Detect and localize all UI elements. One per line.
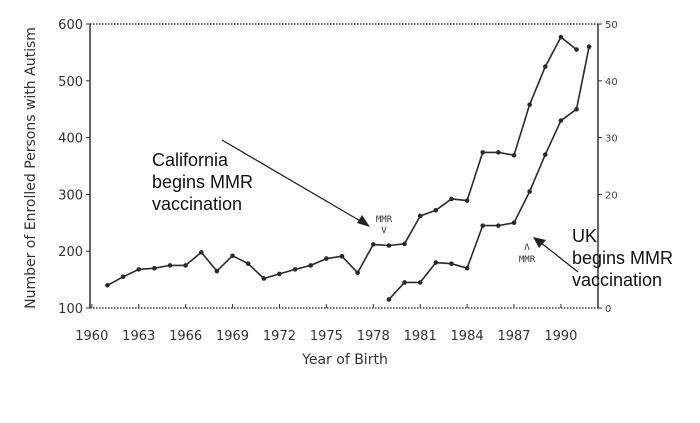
x-tick-label: 1981 (404, 329, 437, 344)
data-point (245, 261, 251, 266)
y-axis-title: Number of Enrolled Persons with Autism (23, 27, 39, 309)
data-point (449, 196, 454, 202)
data-point (214, 268, 220, 274)
y-tick-label: 200 (58, 245, 83, 260)
data-point (574, 47, 579, 52)
data-point (370, 242, 376, 247)
data-point (417, 213, 423, 219)
data-point (402, 280, 407, 285)
y-tick-label: 600 (58, 18, 83, 33)
data-point (542, 64, 548, 69)
annotation-uk-line: UK (572, 226, 597, 246)
mmr-marker-uk-symbol: Λ (524, 243, 530, 253)
data-point (120, 274, 126, 280)
data-point (511, 152, 517, 158)
data-point (433, 260, 439, 265)
data-point (480, 150, 486, 155)
plot-frame (89, 23, 599, 309)
x-tick-label: 1990 (544, 329, 577, 344)
data-point (355, 270, 360, 276)
series-line-2 (388, 46, 590, 301)
data-point (558, 34, 564, 40)
data-point (402, 241, 407, 247)
mmr-marker-california-label: MMR (376, 215, 393, 225)
data-point (464, 198, 470, 203)
y-tick-label: 100 (58, 302, 83, 317)
annotation-uk-line: begins MMR (572, 248, 673, 268)
y-tick-label: 400 (58, 132, 83, 147)
mmr-marker-california-symbol: V (381, 226, 387, 236)
data-point (292, 267, 298, 272)
data-point (261, 276, 267, 281)
annotation-california-line: vaccination (152, 194, 242, 214)
x-tick-label: 1960 (75, 329, 108, 344)
data-point (574, 106, 579, 112)
data-point (464, 265, 470, 271)
mmr-marker-uk-label: MMR (519, 255, 536, 265)
data-point (496, 223, 501, 228)
data-point (449, 261, 454, 266)
x-tick-label: 1969 (216, 329, 249, 344)
annotation-arrow-california (221, 139, 363, 223)
data-point (152, 265, 157, 271)
data-point (198, 250, 204, 255)
data-point (433, 208, 439, 213)
data-point (386, 297, 392, 302)
data-point (417, 280, 423, 285)
data-point (324, 256, 329, 261)
x-tick-label: 1984 (451, 329, 484, 344)
data-point (386, 243, 392, 248)
x-tick-label: 1978 (357, 329, 390, 344)
data-point (511, 220, 517, 226)
y2-tick-label: 20 (605, 190, 618, 201)
data-point (496, 150, 501, 155)
annotation-california-line: begins MMR (152, 172, 253, 192)
x-tick-label: 1966 (169, 329, 202, 344)
y2-tick-label: 0 (605, 304, 611, 315)
data-point (277, 271, 282, 277)
data-point (586, 44, 592, 50)
data-point (527, 189, 532, 194)
annotation-california-line: California (152, 150, 229, 170)
x-tick-label: 1972 (263, 329, 296, 344)
y-tick-label: 500 (58, 75, 83, 90)
x-tick-label: 1975 (310, 329, 343, 344)
data-point (480, 223, 486, 228)
data-point (230, 253, 235, 259)
y2-axis: 0 20 30 40 50 (598, 20, 618, 315)
annotation-arrow-uk (539, 241, 579, 273)
data-point (105, 282, 110, 288)
data-point (558, 118, 564, 123)
y-tick-label: 300 (58, 188, 83, 203)
data-point (339, 254, 345, 259)
y2-tick-label: 30 (605, 134, 618, 145)
y2-tick-label: 40 (605, 77, 618, 88)
annotation-arrowhead-california (357, 215, 370, 227)
x-tick-label: 1987 (497, 329, 530, 344)
y-axis: 100 200 300 400 500 600 (58, 18, 90, 317)
x-tick-label: 1963 (122, 329, 155, 344)
annotation-uk-line: vaccination (572, 270, 662, 290)
series-layer (105, 34, 592, 302)
data-point (527, 102, 532, 107)
data-point (183, 263, 188, 268)
data-point (167, 263, 173, 268)
x-axis-title: Year of Birth (301, 352, 388, 368)
data-point (136, 267, 142, 272)
y2-tick-label: 50 (605, 20, 618, 31)
data-point (308, 263, 314, 268)
data-point (542, 152, 548, 157)
x-axis: 1960 1963 1966 1969 1972 1975 1978 1981 1984 1987… (75, 304, 577, 344)
annotation-arrowhead-uk (533, 237, 546, 248)
